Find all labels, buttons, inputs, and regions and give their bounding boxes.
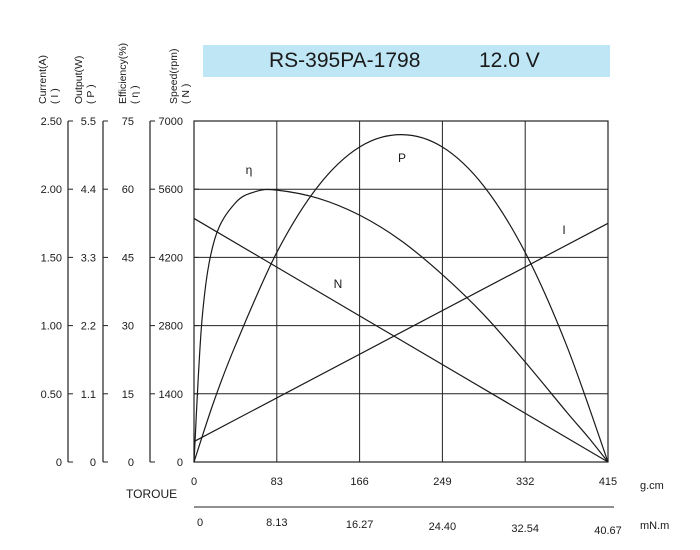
x-unit-gcm: g.cm: [640, 480, 664, 492]
current-curve: [193, 222, 609, 443]
x-tick-label-mnm: 40.67: [594, 525, 622, 537]
output-tick-label: 2.2: [81, 321, 96, 333]
speed-curve: [193, 217, 609, 463]
x-tick-label-gcm: 249: [433, 476, 451, 488]
output-curve-label: P: [398, 151, 406, 165]
y-axis-labels: Current(A)( I ) Output(W)( P ) Efficiency(…: [37, 43, 192, 104]
output-axis-title: Output(W): [73, 56, 85, 104]
efficiency-tick-label: 45: [122, 252, 134, 264]
current-axis-symbol: ( I ): [49, 88, 61, 104]
efficiency-tick-label: 15: [122, 389, 134, 401]
output-curve: [193, 134, 609, 463]
current-tick-label: 0.50: [41, 389, 62, 401]
output-tick-label: 5.5: [81, 116, 96, 128]
speed-tick-label: 0: [177, 457, 183, 469]
output-tick-label: 1.1: [81, 389, 96, 401]
speed-axis-title: Speed(rpm): [168, 49, 180, 104]
output-tick-label: 0: [90, 457, 96, 469]
speed-axis-symbol: ( N ): [180, 84, 192, 104]
speed-curve-label: N: [334, 277, 343, 291]
x-tick-label-gcm: 415: [599, 476, 617, 488]
efficiency-tick-label: 60: [122, 184, 134, 196]
current-curve-label: I: [562, 223, 565, 237]
efficiency-tick-label: 30: [122, 321, 134, 333]
plot-frame: [193, 120, 609, 463]
efficiency-axis-symbol: ( η ): [129, 85, 141, 104]
chart-title-bar: RS-395PA-1798 12.0 V: [203, 45, 610, 77]
curve-labels: N I Pη: [246, 151, 566, 291]
efficiency-curve-label: η: [246, 163, 253, 177]
x-unit-mnm: mN.m: [640, 520, 669, 532]
x-tick-label-gcm: 0: [191, 476, 197, 488]
output-tick-label: 4.4: [81, 184, 96, 196]
speed-tick-label: 2800: [159, 321, 183, 333]
x-tick-label-gcm: 332: [516, 476, 534, 488]
x-tick-label-mnm: 24.40: [429, 521, 457, 533]
efficiency-curve: [193, 188, 609, 463]
output-axis-symbol: ( P ): [85, 84, 97, 104]
current-tick-label: 2.50: [41, 116, 62, 128]
chart-curves: [193, 134, 609, 463]
chart-title-model: RS-395PA-1798: [269, 49, 421, 72]
speed-tick-label: 7000: [159, 116, 183, 128]
x-tick-label-mnm: 0: [197, 517, 203, 529]
speed-tick-label: 5600: [159, 184, 183, 196]
speed-tick-label: 4200: [159, 252, 183, 264]
current-tick-label: 2.00: [41, 184, 62, 196]
output-tick-label: 3.3: [81, 252, 96, 264]
speed-tick-label: 1400: [159, 389, 183, 401]
current-axis-title: Current(A): [37, 55, 49, 104]
chart-title-voltage: 12.0 V: [479, 49, 540, 72]
current-tick-label: 1.00: [41, 321, 62, 333]
current-tick-label: 1.50: [41, 252, 62, 264]
x-tick-label-mnm: 16.27: [346, 519, 374, 531]
efficiency-tick-label: 0: [128, 457, 134, 469]
x-tick-label-gcm: 166: [350, 476, 368, 488]
x-axis-name: TOROUE: [126, 487, 177, 501]
x-tick-label-gcm: 83: [271, 476, 283, 488]
y-axes: 0 0.50 1.00 1.50 2.00 2.50 0 1.1 2.2 3.3 4.4 5.5 0 15…: [41, 116, 199, 469]
efficiency-tick-label: 75: [122, 116, 134, 128]
efficiency-axis-title: Efficiency(%): [117, 43, 129, 104]
x-tick-label-mnm: 32.54: [511, 523, 539, 535]
x-tick-label-mnm: 8.13: [266, 517, 287, 529]
current-tick-label: 0: [56, 457, 62, 469]
chart-grid: [193, 120, 609, 463]
x-axis: 0 83 166 249 332 415 0 8.13 16.27 24.40 32.54 40.67…: [126, 476, 669, 537]
